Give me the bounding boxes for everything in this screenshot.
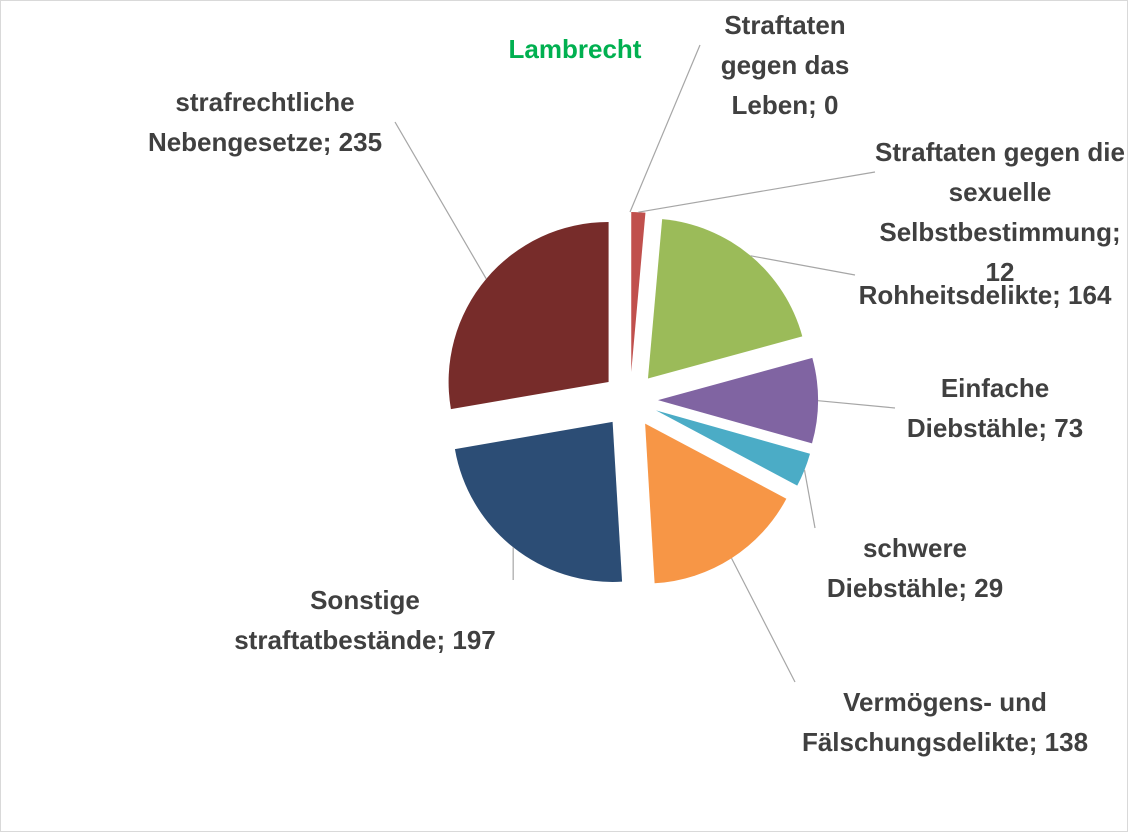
data-label: Straftaten gegen die sexuelle Selbstbest… <box>875 137 1125 287</box>
value-text: 12 <box>985 257 1015 287</box>
pie-slice <box>631 212 646 373</box>
pie-slice <box>448 221 609 410</box>
category-name: Sonstige straftatbestände <box>234 585 437 655</box>
pie-slice <box>454 421 623 582</box>
value-text: 164 <box>1068 280 1112 310</box>
data-label: Sonstige straftatbestände; 197 <box>234 585 496 655</box>
leader-line <box>638 171 876 213</box>
pie-slice <box>655 410 811 486</box>
category-name: strafrechtliche Nebengesetze <box>147 87 355 157</box>
data-label: Vermögens- und Fälschungsdelikte; 138 <box>801 687 1089 757</box>
value-text: 0 <box>824 90 839 120</box>
value-text: 235 <box>338 127 383 157</box>
value-text: 197 <box>452 625 496 655</box>
pie-slice <box>657 357 818 444</box>
data-label: Rohheitsdelikte; 164 <box>858 280 1112 310</box>
category-name: Rohheitsdelikte <box>858 280 1053 310</box>
data-label: strafrechtliche Nebengesetze; 235 <box>147 87 383 157</box>
leader-line <box>750 255 856 276</box>
category-name: Straftaten gegen die sexuelle Selbstbest… <box>875 137 1125 247</box>
category-name: Vermögens- und Fälschungsdelikte <box>801 687 1047 757</box>
value-text: 29 <box>974 573 1004 603</box>
chart-title: Lambrecht <box>508 34 642 64</box>
leader-line <box>817 400 896 409</box>
category-name: schwere Diebstähle <box>826 533 968 603</box>
category-name: Straftaten gegen das Leben <box>720 10 850 120</box>
data-label: Einfache Diebstähle; 73 <box>906 373 1084 443</box>
value-text: 73 <box>1054 413 1084 443</box>
leader-line <box>629 44 701 213</box>
data-label: schwere Diebstähle; 29 <box>826 533 1004 603</box>
leader-line <box>731 557 796 683</box>
category-name: Einfache Diebstähle <box>906 373 1050 443</box>
leader-line <box>803 469 816 529</box>
data-label: Straftaten gegen das Leben; 0 <box>720 10 850 120</box>
leader-line <box>394 121 487 280</box>
pie-slice <box>647 219 803 379</box>
value-text: 138 <box>1044 727 1089 757</box>
pie-slice <box>645 423 787 584</box>
